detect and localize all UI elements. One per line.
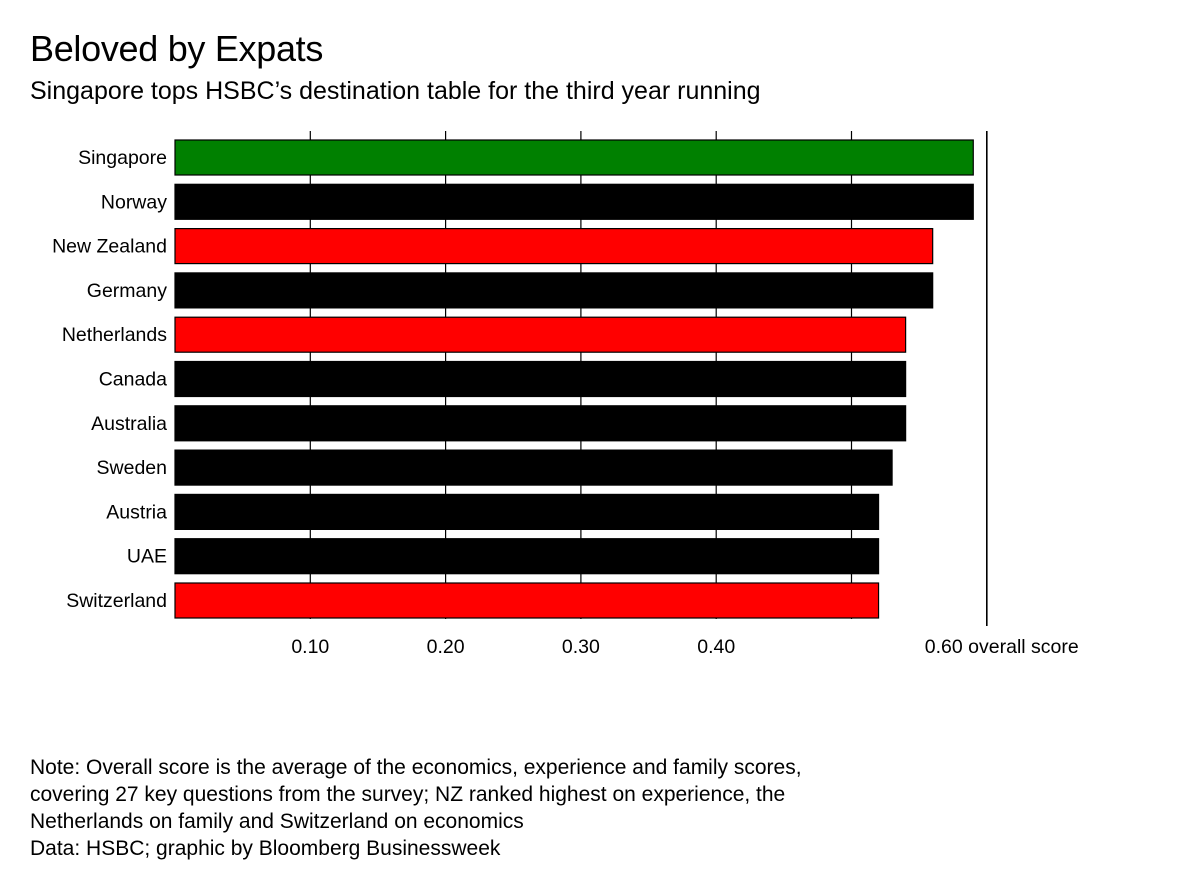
- category-label: UAE: [127, 546, 167, 568]
- bar: [174, 360, 907, 398]
- category-label: Singapore: [78, 147, 167, 169]
- category-label: Germany: [87, 280, 167, 302]
- x-tick-label: 0.10: [291, 636, 329, 658]
- source-line: Data: HSBC; graphic by Bloomberg Busines…: [30, 837, 501, 860]
- chart-subtitle: Singapore tops HSBC’s destination table …: [30, 77, 761, 105]
- bar: [174, 272, 934, 309]
- bar: [174, 405, 907, 442]
- x-tick-label: 0.60 overall score: [925, 636, 1079, 658]
- note-line: Note: Overall score is the average of th…: [30, 756, 802, 779]
- x-tick-label: 0.40: [697, 636, 735, 658]
- category-label: Sweden: [97, 457, 167, 479]
- bar: [174, 449, 893, 486]
- category-label: Netherlands: [62, 324, 167, 346]
- category-label: New Zealand: [52, 236, 167, 258]
- category-label: Norway: [101, 191, 167, 213]
- bar: [174, 183, 974, 220]
- bar: [174, 316, 907, 353]
- x-tick-label: 0.20: [427, 636, 465, 658]
- bar: [174, 228, 934, 265]
- category-label: Canada: [99, 369, 167, 391]
- bar: [174, 139, 974, 176]
- category-label: Australia: [91, 413, 167, 435]
- bar: [174, 538, 880, 575]
- x-tick-label: 0.30: [562, 636, 600, 658]
- bar: [174, 582, 880, 619]
- note-line: Netherlands on family and Switzerland on…: [30, 810, 524, 833]
- chart-title: Beloved by Expats: [30, 28, 324, 69]
- category-label: Switzerland: [66, 590, 167, 612]
- category-label: Austria: [106, 501, 167, 523]
- bar: [174, 493, 880, 530]
- bar-chart: Singapore Norway New Zealand Germany Netherl…: [52, 131, 1079, 658]
- chart-note: Note: Overall score is the average of th…: [30, 754, 1030, 862]
- note-line: covering 27 key questions from the surve…: [30, 783, 786, 806]
